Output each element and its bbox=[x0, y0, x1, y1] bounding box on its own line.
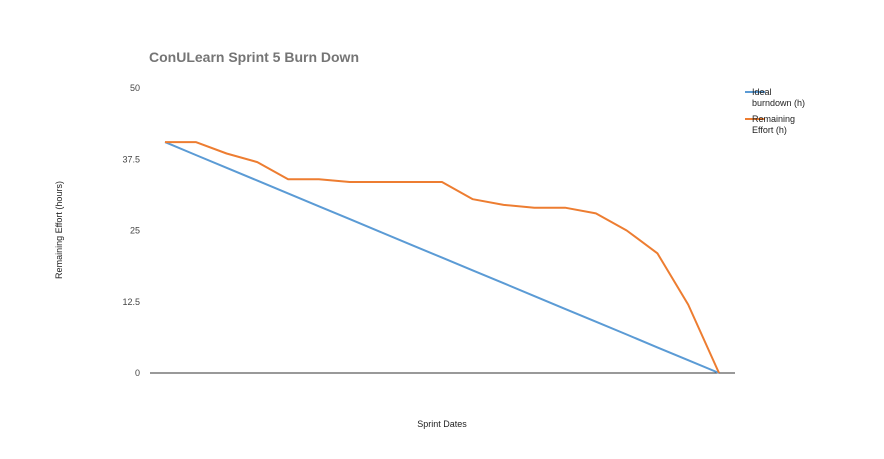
y-axis-ticks: 0 12.5 25 37.5 50 bbox=[122, 83, 140, 378]
y-tick-label: 50 bbox=[130, 83, 140, 93]
x-axis-label: Sprint Dates bbox=[417, 419, 467, 429]
series-line-0 bbox=[164, 141, 720, 374]
y-tick-label: 25 bbox=[130, 226, 140, 236]
legend-item-1: Remaining Effort (h) bbox=[745, 114, 795, 135]
legend-label: Ideal burndown (h) bbox=[752, 87, 805, 108]
legend-item-0: Ideal burndown (h) bbox=[745, 87, 805, 108]
legend: Ideal burndown (h) Remaining Effort (h) bbox=[745, 87, 805, 135]
y-tick-label: 37.5 bbox=[122, 154, 140, 164]
legend-label-line: Remaining bbox=[752, 114, 795, 124]
series-layer bbox=[164, 141, 720, 374]
y-tick-label: 0 bbox=[135, 368, 140, 378]
series-line-1 bbox=[165, 141, 720, 374]
y-tick-label: 12.5 bbox=[122, 297, 140, 307]
legend-label-line: Ideal bbox=[752, 87, 772, 97]
legend-label-line: burndown (h) bbox=[752, 98, 805, 108]
y-axis-label: Remaining Effort (hours) bbox=[54, 181, 64, 279]
legend-label: Remaining Effort (h) bbox=[752, 114, 795, 135]
legend-label-line: Effort (h) bbox=[752, 125, 787, 135]
chart-title: ConULearn Sprint 5 Burn Down bbox=[149, 49, 359, 65]
